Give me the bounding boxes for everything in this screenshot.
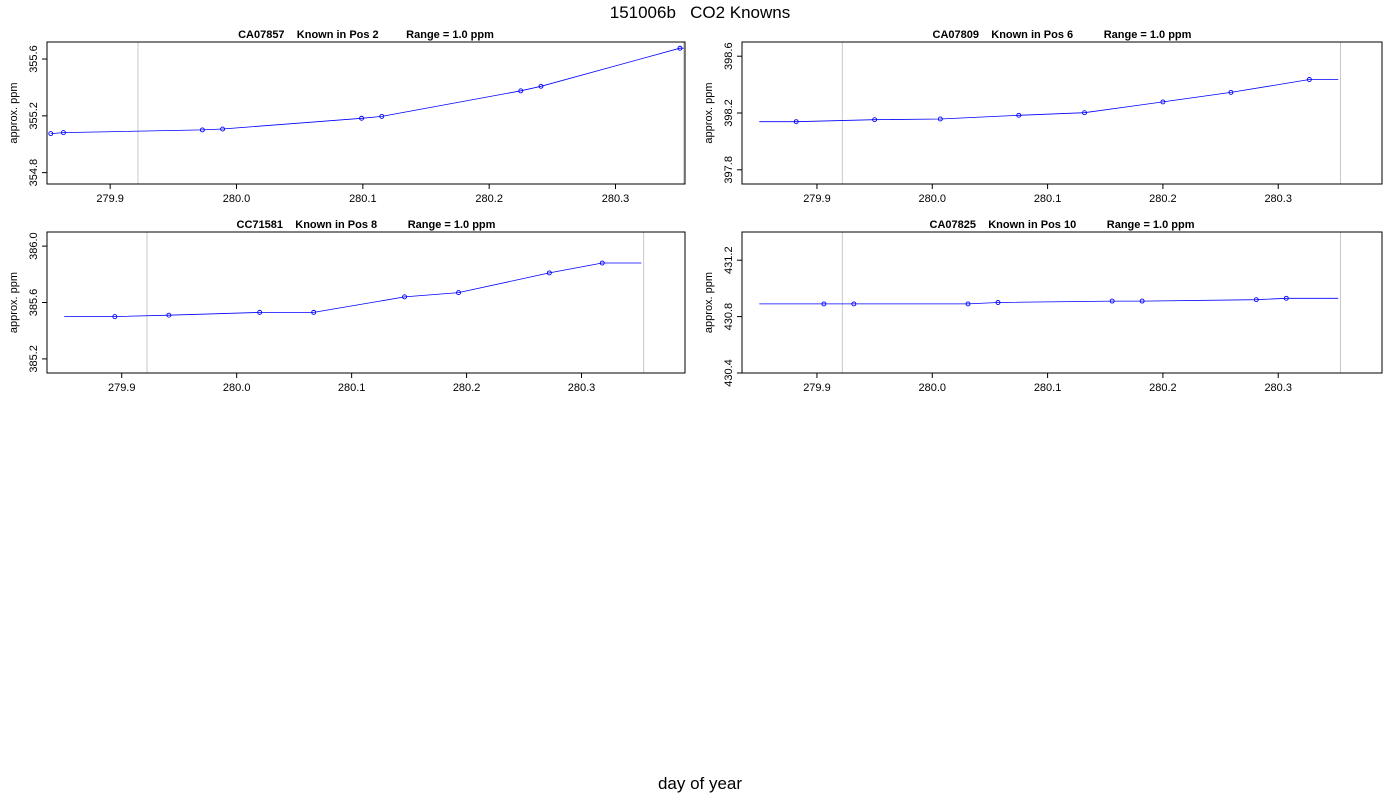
data-point	[257, 309, 263, 315]
x-tick-label: 280.3	[602, 193, 630, 205]
data-point	[1082, 110, 1087, 116]
data-point	[1016, 112, 1022, 118]
data-point	[220, 126, 226, 132]
data-point	[1283, 295, 1289, 301]
data-point	[60, 130, 66, 136]
series-line	[64, 262, 642, 318]
data-point	[1253, 297, 1259, 303]
y-axis-label: approx. ppm	[8, 272, 20, 333]
chart-panel-1: CA07857 Known in Pos 2 Range = 1.0 ppm 27…	[8, 29, 686, 205]
panel-title: CA07825 Known in Pos 10 Range = 1.0 ppm	[930, 219, 1195, 231]
y-tick-label: 386.0	[28, 232, 40, 260]
y-tick-label: 385.6	[28, 289, 40, 317]
data-point	[995, 300, 1001, 305]
y-tick-label: 430.8	[723, 303, 735, 331]
data-point	[199, 127, 205, 133]
data-point	[872, 117, 878, 123]
panel-title: CC71581 Known in Pos 8 Range = 1.0 ppm	[237, 219, 496, 231]
plot-frame	[46, 41, 686, 185]
x-tick-label: 280.3	[1264, 382, 1292, 394]
data-point	[965, 301, 971, 307]
x-tick-label: 279.9	[803, 382, 831, 394]
y-tick-label: 355.2	[28, 102, 40, 130]
x-tick-label: 280.0	[919, 382, 947, 394]
plot-frame	[741, 41, 1383, 185]
data-point	[538, 83, 544, 89]
series-line	[759, 297, 1339, 305]
x-tick-label: 280.0	[223, 382, 251, 394]
data-point	[1228, 89, 1234, 95]
data-point	[359, 115, 365, 121]
y-tick-label: 430.4	[723, 359, 735, 387]
panel-title: CA07857 Known in Pos 2 Range = 1.0 ppm	[238, 29, 494, 41]
data-point	[112, 314, 118, 320]
data-point	[311, 309, 317, 315]
data-point	[599, 260, 605, 266]
plot-frame	[741, 231, 1383, 374]
series-line	[50, 47, 684, 134]
y-axis-label: approx. ppm	[703, 272, 715, 333]
chart-panel-4: CA07825 Known in Pos 10 Range = 1.0 ppm 2…	[703, 219, 1383, 394]
y-axis-label: approx. ppm	[703, 82, 715, 143]
x-tick-label: 280.3	[568, 382, 596, 394]
series-line	[759, 79, 1339, 123]
y-tick-label: 354.8	[28, 159, 40, 187]
x-tick-label: 280.2	[453, 382, 481, 394]
data-point	[456, 290, 461, 296]
data-point	[546, 270, 552, 276]
data-point	[793, 119, 799, 125]
x-tick-label: 280.1	[1034, 382, 1062, 394]
data-point	[1139, 298, 1145, 304]
y-tick-label: 397.8	[723, 156, 735, 184]
x-tick-label: 280.3	[1264, 193, 1292, 205]
x-axis-label: day of year	[657, 774, 743, 793]
panel-title: CA07809 Known in Pos 6 Range = 1.0 ppm	[933, 29, 1192, 41]
data-point	[402, 294, 407, 300]
y-tick-label: 398.6	[723, 42, 735, 70]
data-point	[48, 131, 54, 137]
x-tick-label: 280.1	[349, 193, 377, 205]
x-tick-label: 280.2	[1149, 193, 1177, 205]
x-tick-label: 280.1	[338, 382, 366, 394]
data-point	[821, 301, 827, 307]
data-point	[1109, 298, 1115, 304]
x-tick-label: 280.0	[223, 193, 251, 205]
chart-panel-2: CA07809 Known in Pos 6 Range = 1.0 ppm 27…	[703, 29, 1383, 205]
data-point	[379, 113, 385, 119]
y-axis-label: approx. ppm	[8, 82, 20, 143]
chart-title: 151006b CO2 Knowns	[609, 3, 791, 22]
data-point	[1306, 77, 1312, 82]
x-tick-label: 280.2	[1149, 382, 1177, 394]
x-tick-label: 279.9	[96, 193, 124, 205]
chart-panel-3: CC71581 Known in Pos 8 Range = 1.0 ppm 27…	[8, 219, 686, 394]
x-tick-label: 279.9	[803, 193, 831, 205]
x-tick-label: 279.9	[108, 382, 136, 394]
x-tick-label: 280.0	[919, 193, 947, 205]
data-point	[677, 45, 683, 51]
x-tick-label: 280.2	[475, 193, 503, 205]
y-tick-label: 385.2	[28, 345, 40, 373]
x-tick-label: 280.1	[1034, 193, 1062, 205]
y-tick-label: 355.6	[28, 45, 40, 73]
plot-frame	[46, 231, 686, 374]
data-point	[937, 116, 943, 122]
data-point	[518, 88, 524, 94]
data-point	[166, 312, 172, 318]
data-point	[851, 301, 857, 307]
data-point	[1160, 99, 1166, 105]
y-tick-label: 398.2	[723, 99, 735, 127]
y-tick-label: 431.2	[723, 246, 735, 274]
